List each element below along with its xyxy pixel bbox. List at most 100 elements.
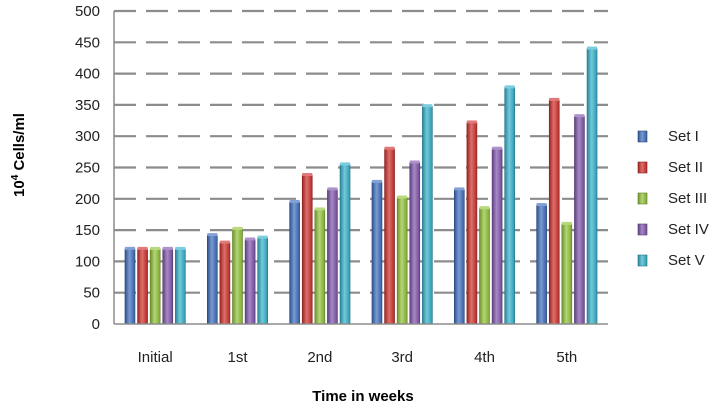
gridlines	[114, 9, 608, 294]
bar	[162, 248, 174, 325]
bar-top	[466, 120, 477, 124]
bar-top	[574, 114, 585, 118]
bar-top	[137, 246, 148, 250]
bar	[232, 228, 243, 325]
bar-top	[302, 173, 313, 177]
y-tick-label: 350	[75, 97, 100, 114]
x-tick-labels: Initial 1st 2nd 3rd 4th 5th	[138, 349, 578, 366]
bar	[339, 164, 351, 325]
bar-top	[454, 187, 465, 191]
y-tick-label: 250	[75, 160, 100, 177]
legend-swatch	[637, 223, 648, 236]
x-axis-title: Time in weeks	[312, 388, 413, 405]
y-axis-title-unit: Cells/ml	[11, 113, 28, 175]
bar-top	[371, 179, 382, 183]
bar	[244, 239, 256, 325]
y-tick-label: 500	[75, 3, 100, 20]
legend-label: Set III	[668, 190, 707, 207]
legend-swatch	[637, 192, 648, 205]
legend-label: Set IV	[668, 221, 709, 238]
bar	[561, 223, 573, 325]
legend: Set I Set II Set III Set IV Set V	[637, 128, 709, 269]
bar-top	[314, 207, 325, 211]
bar-top	[549, 97, 560, 101]
bar	[219, 242, 231, 325]
bar-top	[587, 46, 598, 50]
x-tick-label: 3rd	[391, 349, 413, 366]
bar	[207, 234, 218, 325]
bar	[175, 248, 186, 325]
bar	[137, 248, 148, 325]
bar-top	[150, 246, 161, 250]
legend-label: Set II	[668, 159, 703, 176]
bar-top	[340, 162, 351, 166]
bar-top	[257, 235, 268, 239]
y-tick-label: 400	[75, 66, 100, 83]
y-axis-title-exponent: 4	[10, 174, 21, 180]
bar-top	[207, 233, 218, 237]
bar	[149, 248, 161, 325]
bar-top	[409, 160, 420, 164]
bar-top	[561, 221, 572, 225]
bar	[301, 174, 313, 325]
legend-label: Set V	[668, 252, 705, 269]
bar	[536, 204, 547, 325]
bar-top	[384, 146, 395, 150]
legend-item: Set III	[637, 190, 707, 207]
bar	[409, 162, 421, 325]
y-tick-label: 150	[75, 222, 100, 239]
bar-top	[245, 237, 256, 241]
bar	[327, 189, 338, 325]
bar	[453, 189, 465, 325]
bar-top	[397, 195, 408, 199]
x-tick-label: 1st	[227, 349, 248, 366]
y-tick-label: 450	[75, 34, 100, 51]
bar	[124, 248, 136, 325]
bar	[586, 48, 598, 325]
y-tick-label: 0	[92, 316, 100, 333]
y-axis-title-base: 10	[11, 180, 28, 197]
bar-top	[162, 246, 173, 250]
legend-swatch	[637, 254, 648, 267]
legend-item: Set I	[637, 128, 699, 145]
bar	[548, 99, 560, 325]
legend-item: Set IV	[637, 221, 709, 238]
x-tick-label: Initial	[138, 349, 173, 366]
legend-swatch	[637, 130, 648, 143]
bar	[504, 87, 516, 325]
legend-swatch	[637, 161, 648, 174]
legend-label: Set I	[668, 128, 699, 145]
y-tick-label: 50	[83, 285, 100, 302]
bar	[314, 209, 326, 325]
y-tick-label: 100	[75, 253, 100, 270]
x-tick-label: 4th	[474, 349, 495, 366]
bar-top	[479, 206, 490, 210]
bar-top	[175, 246, 186, 250]
bar	[466, 122, 478, 325]
bar	[289, 201, 300, 325]
bar	[257, 237, 269, 325]
bars	[124, 46, 598, 325]
bar-top	[422, 104, 433, 108]
x-tick-label: 5th	[556, 349, 577, 366]
bar	[491, 148, 503, 325]
bar-top	[536, 203, 547, 207]
bar	[371, 181, 383, 325]
bar	[574, 115, 585, 325]
legend-item: Set V	[637, 252, 705, 269]
y-tick-label: 300	[75, 128, 100, 145]
bar-top	[124, 246, 135, 250]
x-tick-label: 2nd	[307, 349, 332, 366]
y-tick-label: 200	[75, 191, 100, 208]
bar-top	[504, 85, 515, 89]
bar-top	[232, 226, 243, 230]
y-tick-labels: 0 50 100 150 200 250 300 350 400 450 500	[75, 3, 100, 333]
bar-top	[327, 187, 338, 191]
bar	[422, 105, 433, 325]
y-axis-title: 104 Cells/ml	[10, 113, 28, 197]
bar	[479, 207, 490, 325]
bar-top	[219, 240, 230, 244]
bar-top	[492, 146, 503, 150]
legend-item: Set II	[637, 159, 703, 176]
